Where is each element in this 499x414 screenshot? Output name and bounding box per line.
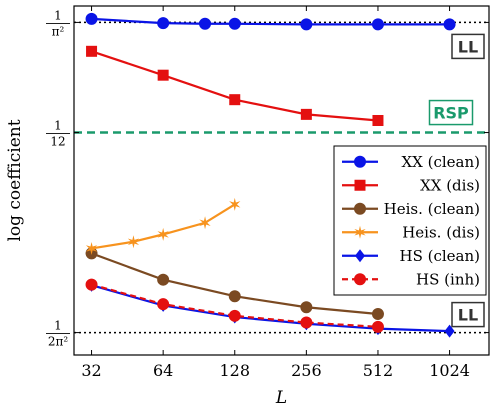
legend-item: XX (clean) [342,153,480,171]
legend: XX (clean) XX (dis) Heis. (clean) Heis. (di… [333,145,487,296]
legend-label: Heis. (clean) [384,200,480,218]
series-line [91,17,450,26]
y-tick-denominator: 12 [50,135,65,149]
legend-item: HS (inh) [342,270,480,288]
reference-lines [74,21,489,334]
data-point [85,12,98,25]
y-tick-label: 112 [46,119,70,149]
x-tick-label: 64 [153,361,173,380]
plot-frame [73,5,490,356]
data-point [157,273,170,286]
data-point [229,94,241,106]
data-point [228,17,241,30]
x-tick-label: 128 [219,361,250,380]
legend-label: XX (dis) [420,176,480,194]
series-5 [85,278,384,333]
reference-label-box [451,33,485,60]
legend-label: XX (clean) [401,153,480,171]
legend-item: Heis. (clean) [342,200,480,218]
reference-label-box [428,99,474,126]
x-tick-label: 512 [363,361,394,380]
data-point [228,290,241,303]
legend-item: HS (clean) [342,247,480,265]
data-point [300,18,313,31]
data-point [157,69,169,81]
reference-label-text: LL [458,306,478,325]
legend-label: HS (inh) [416,270,480,288]
y-tick-label: 1 π² [46,8,70,38]
legend-marker [354,202,366,215]
legend-marker [355,249,365,263]
data-point [300,301,313,314]
y-tick-numerator: 1 [54,319,62,333]
data-point [371,307,384,320]
data-point [372,114,384,126]
data-point [229,197,241,211]
x-tick-label: 32 [81,361,101,380]
legend-box [333,145,487,296]
legend-marker [354,273,366,286]
data-point [199,216,211,230]
data-point [157,227,169,241]
data-point [300,316,313,329]
legend-item: Heis. (dis) [342,223,480,241]
x-tick-label: 256 [291,361,322,380]
data-point [443,18,456,31]
legend-marker [354,155,366,168]
reference-label-2: LL [451,301,485,328]
data-point [157,298,170,311]
data-point [85,278,98,291]
data-point [444,324,455,338]
y-tick-numerator: 1 [54,119,62,133]
data-point [199,17,212,30]
legend-label: HS (clean) [399,247,480,265]
x-axis-title: L [275,388,287,408]
series-1 [86,45,384,126]
reference-label-0: LL [451,33,485,60]
series-2 [85,247,384,320]
data-point [371,320,384,333]
series-0 [85,12,456,31]
legend-label: Heis. (dis) [402,223,480,241]
series-3 [85,197,241,255]
series-line [91,203,236,250]
data-point [85,241,98,255]
data-point [86,45,98,57]
data-point [228,309,241,322]
series-line [91,283,379,328]
legend-marker [354,225,366,239]
series-line [91,50,379,122]
data-point [300,108,312,120]
data-point [127,235,140,249]
data-point [157,17,170,30]
y-tick-numerator: 1 [54,8,62,22]
reference-label-text: LL [458,37,478,56]
y-axis-title: log coefficient [5,119,25,241]
legend-item: XX (dis) [342,176,480,194]
data-point [371,18,384,31]
legend-marker [354,179,366,191]
y-tick-denominator: π² [52,24,65,38]
reference-label-text: RSP [433,104,469,123]
x-tick-label: 1024 [429,361,470,380]
reference-label-box [451,301,485,328]
x-axis: 32 64 128 256 512 1024 [81,6,470,380]
reference-label-1: RSP [428,99,474,126]
y-tick-denominator: 2π² [48,335,69,349]
